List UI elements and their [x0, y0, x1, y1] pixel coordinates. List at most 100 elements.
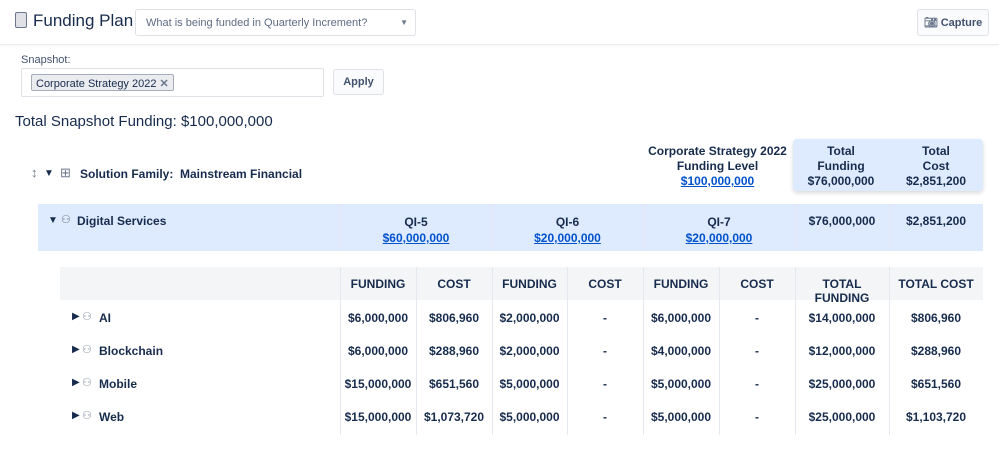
summary-box	[793, 139, 983, 191]
expand-icon[interactable]: ▶	[72, 311, 80, 322]
page-title: Funding Plan	[33, 11, 134, 30]
expand-icon[interactable]: ▶	[72, 377, 80, 388]
label: Funding	[817, 159, 865, 173]
remove-tag-icon[interactable]: ✕	[159, 78, 169, 90]
capture-label: Capture	[940, 16, 983, 29]
apply-button[interactable]: Apply	[333, 69, 384, 95]
funding-level: Corporate Strategy 2022 Funding Level $1…	[645, 144, 790, 189]
team-icon: ⚇	[82, 344, 92, 356]
row-name: AI	[99, 311, 111, 325]
table-cell: $6,000,000	[347, 311, 409, 325]
column-header: FUNDING	[653, 277, 709, 291]
row-name: Mobile	[99, 377, 137, 391]
team-icon: ⚇	[82, 410, 92, 422]
snapshot-tag-label: Corporate Strategy 2022	[36, 78, 157, 90]
solution-family-name: Mainstream Financial	[180, 167, 303, 181]
table-cell: -	[603, 311, 607, 325]
top-bar	[0, 0, 999, 45]
column-header: FUNDING	[502, 277, 557, 291]
label: Total	[922, 144, 950, 158]
group-row	[38, 204, 983, 251]
column-divider	[795, 204, 796, 251]
increment-qi5: QI-5 $60,000,000	[340, 214, 492, 246]
solution-family-label: Solution Family:	[80, 167, 174, 181]
column-header: COST	[437, 277, 471, 291]
hierarchy-icon: ⊞	[60, 165, 71, 180]
table-cell: -	[603, 410, 607, 424]
question-select[interactable]: What is being funded in Quarterly Increm…	[135, 9, 416, 36]
column-divider	[492, 267, 493, 435]
column-divider	[340, 267, 341, 435]
total-snapshot-funding: Total Snapshot Funding: $100,000,000	[15, 113, 273, 130]
increment-link[interactable]: $20,000,000	[685, 231, 753, 245]
column-header: COST	[740, 277, 774, 291]
table-cell: $4,000,000	[650, 344, 712, 358]
table-cell: -	[755, 344, 759, 358]
table-cell: $2,000,000	[499, 311, 560, 325]
column-header: TOTAL FUNDING	[814, 277, 870, 305]
table-header	[60, 267, 983, 300]
team-icon: ⚇	[82, 377, 92, 389]
expand-icon[interactable]: ▶	[72, 410, 80, 421]
funding-level-subtitle: Funding Level	[676, 159, 759, 173]
table-cell: -	[603, 344, 607, 358]
table-cell: $12,000,000	[808, 344, 876, 358]
table-cell: -	[603, 377, 607, 391]
table-cell: -	[755, 377, 759, 391]
camera-icon: 📷︎	[923, 17, 938, 29]
row-name: Web	[99, 410, 125, 424]
solution-family: Solution Family: Mainstream Financial	[80, 167, 302, 181]
label: Total	[827, 144, 855, 158]
column-divider	[340, 204, 341, 251]
summary-total-funding: Total Funding $76,000,000	[795, 144, 887, 189]
table-cell: -	[755, 410, 759, 424]
resize-icon[interactable]: ↕	[31, 165, 38, 180]
increment-name: QI-7	[707, 215, 731, 229]
column-divider	[889, 267, 890, 435]
increment-name: QI-6	[555, 215, 580, 229]
increment-name: QI-5	[404, 215, 428, 229]
label: Cost	[922, 159, 950, 173]
column-divider	[492, 204, 493, 251]
column-header: COST	[588, 277, 622, 291]
hierarchy-icon: ⚇	[61, 214, 71, 226]
increment-qi7: QI-7 $20,000,000	[643, 214, 795, 246]
table-cell: $288,960	[428, 344, 480, 358]
column-divider	[416, 267, 417, 435]
calculator-icon	[15, 12, 27, 28]
table-cell: $15,000,000	[344, 377, 412, 391]
table-cell: $2,000,000	[499, 344, 560, 358]
column-divider	[719, 267, 720, 435]
column-divider	[567, 267, 568, 435]
table-cell: $5,000,000	[499, 410, 560, 424]
table-cell: $14,000,000	[808, 311, 876, 325]
expand-icon[interactable]: ▶	[72, 344, 80, 355]
table-cell: $5,000,000	[650, 377, 712, 391]
table-cell: $6,000,000	[650, 311, 712, 325]
group-name: Digital Services	[77, 214, 167, 228]
table-cell: $15,000,000	[344, 410, 412, 424]
table-cell: -	[755, 311, 759, 325]
column-divider	[643, 267, 644, 435]
table-cell: $5,000,000	[499, 377, 560, 391]
value: $2,851,200	[905, 174, 967, 188]
column-divider	[889, 204, 890, 251]
collapse-icon[interactable]: ▼	[44, 168, 54, 179]
funding-level-title: Corporate Strategy 2022	[648, 144, 787, 158]
row-name: Blockchain	[99, 344, 164, 358]
table-cell: $806,960	[428, 311, 480, 325]
table-cell: $806,960	[910, 311, 962, 325]
capture-button[interactable]: 📷︎ Capture	[917, 9, 989, 36]
table-cell: $1,103,720	[905, 410, 967, 424]
table-cell: $288,960	[910, 344, 962, 358]
collapse-icon[interactable]: ▼	[48, 215, 58, 226]
column-header: TOTAL COST	[898, 277, 974, 291]
increment-link[interactable]: $60,000,000	[382, 231, 450, 245]
increment-link[interactable]: $20,000,000	[534, 231, 601, 245]
snapshot-input[interactable]	[21, 68, 324, 97]
table-cell: $651,560	[428, 377, 480, 391]
table-cell: $5,000,000	[650, 410, 712, 424]
summary-total-cost: Total Cost $2,851,200	[889, 144, 983, 189]
table-cell: $6,000,000	[347, 344, 409, 358]
funding-level-link[interactable]: $100,000,000	[680, 174, 755, 188]
